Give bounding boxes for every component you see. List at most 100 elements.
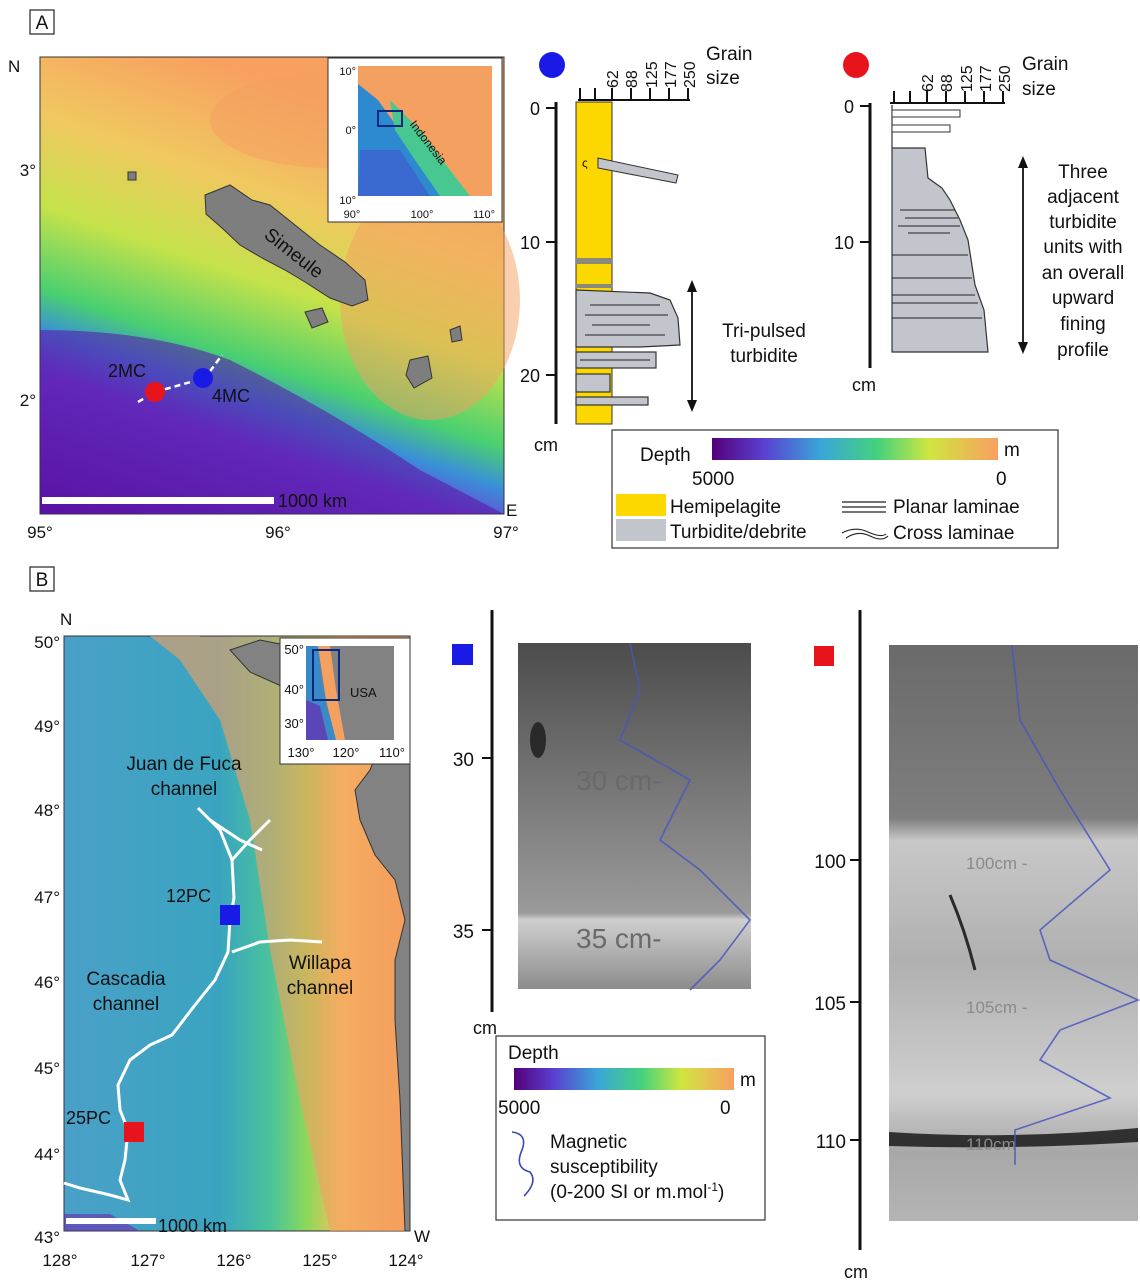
lat-tick: 49°	[34, 717, 60, 736]
photo-label: 100cm -	[966, 854, 1027, 873]
site-2mc-label: 2MC	[108, 361, 146, 381]
grain-tick: 250	[997, 65, 1014, 92]
site-2mc-marker	[145, 382, 165, 402]
red-note: units with	[1043, 237, 1122, 258]
channel-willapa: Willapa	[289, 953, 352, 974]
inset-lat: 40°	[284, 682, 304, 697]
core-12pc-marker	[452, 644, 473, 665]
magsus-curve-icon	[511, 1131, 534, 1197]
legend-cross: Cross laminae	[893, 523, 1014, 544]
scale-bar	[66, 1218, 156, 1224]
inset-country: USA	[350, 685, 377, 700]
depth-colorbar	[712, 438, 998, 460]
lat-tick: 46°	[34, 973, 60, 992]
inset-lat: 30°	[284, 716, 304, 731]
scale-label: 1000 km	[158, 1216, 227, 1236]
depth-unit: cm	[852, 375, 876, 395]
core-unit: cm	[844, 1262, 868, 1282]
grain-tick: 62	[605, 70, 622, 88]
legend-depth-title: Depth	[508, 1043, 559, 1064]
core-depth-tick: 30	[453, 750, 474, 771]
lat-tick: 43°	[34, 1228, 60, 1247]
tri-pulse-note: Tri-pulsed	[722, 321, 806, 342]
panel-a-box	[29, 9, 55, 35]
site-25pc-marker	[124, 1122, 144, 1142]
channel-jdf: Juan de Fuca	[126, 754, 242, 775]
legend-depth-title: Depth	[640, 445, 691, 466]
lon-tick-97: 97°	[493, 523, 519, 542]
inset-lat-10s: 10°	[339, 195, 356, 207]
grain-header-1: Grain	[1022, 54, 1068, 75]
grain-tick: 62	[920, 74, 937, 92]
photo-label: 30 cm-	[576, 765, 662, 796]
core-unit: cm	[473, 1018, 497, 1038]
magsus-curve	[618, 642, 752, 991]
lon-tick: 125°	[302, 1251, 337, 1270]
lat-tick: 45°	[34, 1059, 60, 1078]
inset-lon-110: 110°	[473, 209, 495, 221]
log-4mc-marker	[539, 52, 565, 78]
legend-mag-units: (0-200 SI or m.mol-1)	[550, 1180, 724, 1203]
legend-mag-close: )	[718, 1182, 724, 1203]
legend-unit: m	[740, 1070, 756, 1091]
north-label: N	[60, 610, 72, 629]
grain-header-2: size	[706, 68, 740, 89]
legend-max: 0	[996, 469, 1007, 490]
red-note: upward	[1052, 288, 1114, 309]
lon-tick: 128°	[42, 1251, 77, 1270]
legend-unit: m	[1004, 440, 1020, 461]
scale-label: 1000 km	[278, 491, 347, 511]
depth-colorbar	[514, 1068, 734, 1090]
scale-bar	[42, 497, 274, 504]
turbidite-swatch	[616, 519, 666, 541]
lat-tick: 50°	[34, 633, 60, 652]
photo-label: 110cm	[966, 1135, 1016, 1154]
depth-tick-0: 0	[844, 97, 854, 117]
depth-tick-10: 10	[834, 233, 854, 253]
grain-header-1: Grain	[706, 44, 752, 65]
north-label: N	[8, 57, 20, 76]
lat-tick-3: 3°	[20, 161, 36, 180]
legend-mag-sup: -1	[707, 1180, 718, 1194]
legend-min: 5000	[692, 469, 734, 490]
core-depth-tick: 110	[816, 1132, 846, 1153]
legend-planar: Planar laminae	[893, 497, 1020, 518]
core-depth-tick: 35	[453, 922, 474, 943]
inset-lat-10n: 10°	[339, 66, 356, 78]
photo-label: 105cm -	[966, 998, 1027, 1017]
legend-mag-units-text: (0-200 SI or m.mol	[550, 1182, 707, 1203]
core-25pc-photo	[889, 645, 1138, 1221]
red-note: profile	[1057, 340, 1109, 361]
channel-jdf: channel	[151, 779, 218, 800]
inset-lon-100: 100°	[411, 209, 434, 221]
grain-tick: 88	[939, 74, 956, 92]
red-note: fining	[1060, 314, 1105, 335]
log-2mc-marker	[843, 52, 869, 78]
lat-tick: 44°	[34, 1145, 60, 1164]
core-depth-tick: 105	[814, 994, 846, 1015]
usa-inset: USA 50° 40° 30° 130° 120° 110°	[279, 637, 411, 765]
cross-glyph: ς	[582, 156, 588, 170]
site-12pc-marker	[220, 905, 240, 925]
core-depth-tick: 100	[814, 852, 846, 873]
inset-lon: 130°	[288, 745, 315, 760]
cross-laminae-icon	[841, 528, 889, 540]
grain-tick: 88	[624, 70, 641, 88]
grain-header-2: size	[1022, 79, 1056, 100]
legend-mag: susceptibility	[550, 1157, 658, 1178]
core-25pc-marker	[814, 646, 834, 666]
lon-tick-96: 96°	[265, 523, 291, 542]
channel-cascadia: channel	[93, 994, 160, 1015]
magsus-curve	[1011, 644, 1140, 1165]
tri-pulse-note: turbidite	[730, 346, 798, 367]
channel-willapa: channel	[287, 978, 354, 999]
site-4mc-marker	[193, 368, 213, 388]
grain-tick: 177	[663, 61, 680, 88]
lat-tick: 47°	[34, 888, 60, 907]
east-label: E	[506, 501, 517, 520]
channel-cascadia: Cascadia	[86, 969, 166, 990]
legend-hemipelagite: Hemipelagite	[670, 497, 781, 518]
red-note: turbidite	[1049, 212, 1117, 233]
grain-tick: 125	[959, 65, 976, 92]
